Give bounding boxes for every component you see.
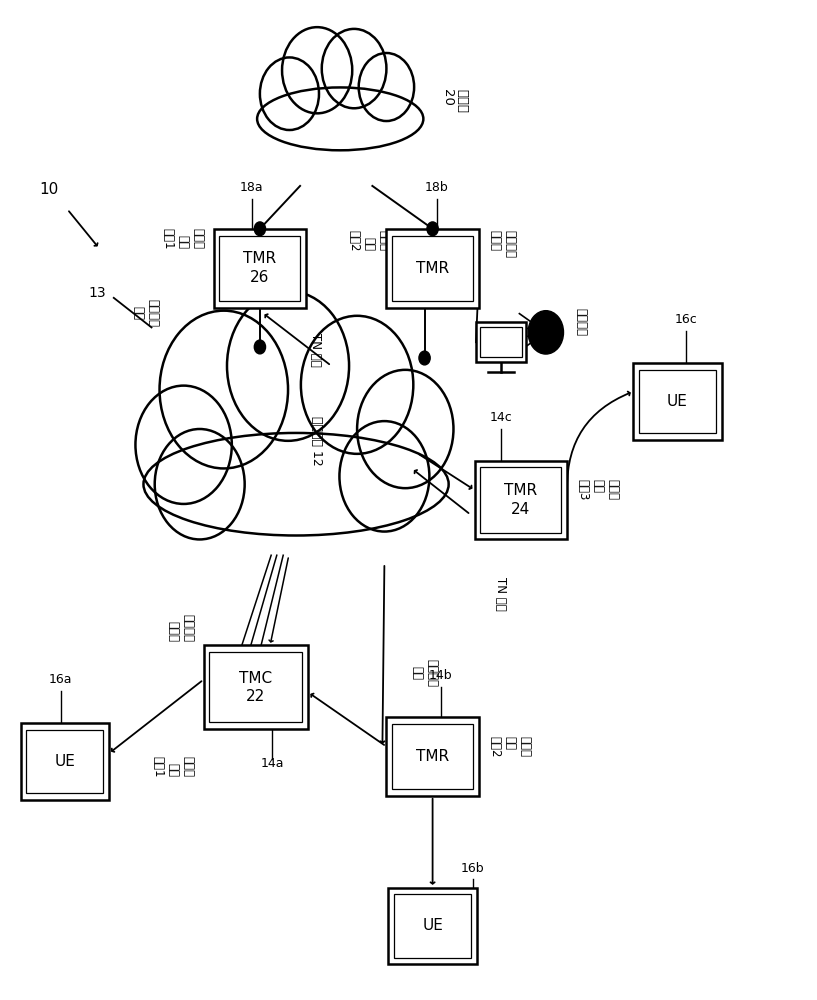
Text: TMR
24: TMR 24 (504, 483, 538, 517)
Ellipse shape (257, 87, 423, 150)
Bar (20, 723, 109, 800)
Circle shape (339, 421, 430, 532)
Bar (220, 236, 301, 301)
Ellipse shape (144, 433, 449, 536)
Bar (639, 370, 716, 433)
Bar (388, 888, 477, 964)
Text: 18a: 18a (240, 181, 264, 194)
Circle shape (322, 29, 386, 108)
Bar (633, 363, 721, 440)
Circle shape (419, 351, 431, 365)
Bar (394, 894, 471, 958)
Circle shape (254, 222, 266, 236)
Bar (480, 327, 522, 357)
Circle shape (427, 222, 438, 236)
Bar (214, 229, 306, 308)
Text: 无线电
接入
节点2: 无线电 接入 节点2 (489, 736, 531, 757)
Bar (480, 467, 561, 533)
Text: TMR
26: TMR 26 (243, 251, 276, 285)
Text: 管理系统: 管理系统 (574, 308, 587, 336)
Text: 无线电
接入
节点3: 无线电 接入 节点3 (577, 479, 620, 501)
Text: 图特网
20: 图特网 20 (440, 89, 469, 113)
Text: 传输监视
连接: 传输监视 连接 (411, 659, 439, 687)
Text: TMC
22: TMC 22 (239, 671, 273, 704)
Bar (475, 461, 567, 539)
Text: UE: UE (422, 918, 443, 934)
Text: 无线电
核心
节点2: 无线电 核心 节点2 (347, 230, 391, 251)
Circle shape (136, 386, 232, 504)
Circle shape (301, 316, 413, 454)
Circle shape (159, 311, 288, 468)
Text: 传输监视
响应器: 传输监视 响应器 (489, 230, 516, 258)
Text: 10: 10 (39, 182, 58, 197)
Text: 14a: 14a (261, 757, 283, 770)
Bar (392, 236, 473, 301)
Bar (386, 717, 479, 796)
Bar (476, 322, 526, 362)
Bar (209, 652, 302, 722)
Circle shape (260, 57, 319, 130)
Circle shape (359, 53, 414, 121)
Text: 无线电
核心
节点1: 无线电 核心 节点1 (161, 228, 204, 249)
Text: UE: UE (667, 394, 688, 409)
Text: TMR: TMR (416, 749, 449, 764)
Text: 16c: 16c (674, 313, 697, 326)
Circle shape (528, 311, 564, 354)
Bar (386, 229, 479, 308)
Text: 16b: 16b (461, 862, 484, 875)
Text: 13: 13 (88, 286, 105, 300)
Circle shape (282, 27, 352, 113)
Bar (392, 724, 473, 789)
Circle shape (227, 291, 349, 441)
Text: 无线电
接入
节点1: 无线电 接入 节点1 (151, 756, 194, 777)
Text: TN 接口: TN 接口 (309, 333, 322, 367)
Bar (26, 730, 103, 793)
Text: 16a: 16a (49, 673, 73, 686)
Text: 传输监视
控制器: 传输监视 控制器 (166, 614, 194, 642)
Text: 18b: 18b (425, 181, 449, 194)
Bar (203, 645, 308, 729)
Circle shape (357, 370, 453, 488)
Text: 传输监视
连接: 传输监视 连接 (132, 299, 159, 327)
Text: TN 接口: TN 接口 (494, 577, 507, 611)
Circle shape (254, 340, 266, 354)
Text: 14c: 14c (489, 411, 512, 424)
Circle shape (154, 429, 244, 539)
Text: TMR: TMR (416, 261, 449, 276)
Text: UE: UE (55, 754, 75, 769)
Text: 14b: 14b (429, 669, 453, 682)
Text: 传输网络 12: 传输网络 12 (310, 416, 323, 466)
